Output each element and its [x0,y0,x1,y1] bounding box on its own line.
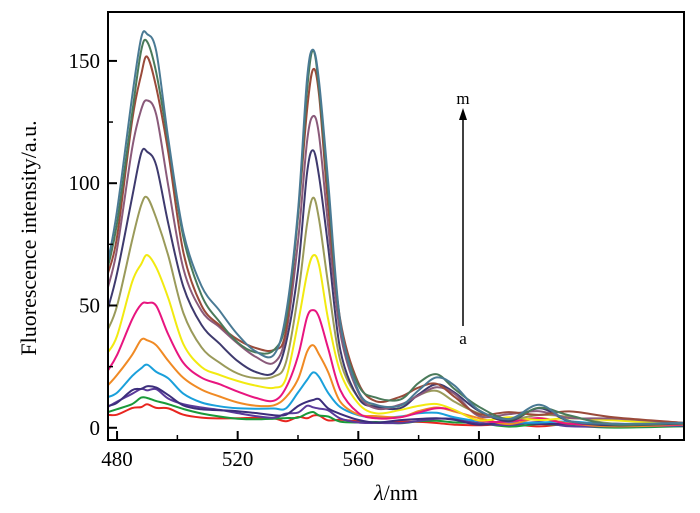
y-tick-label: 0 [90,416,101,440]
series-line-13 [107,38,685,427]
plot-frame [107,11,685,441]
y-tick-label: 50 [79,293,100,317]
axis-ticks: 480 520 560 600 0 50 100 150 [69,49,661,471]
series-line-3 [107,387,685,428]
x-axis-title-symbol: λ [373,480,384,505]
x-tick-label: 600 [463,447,495,471]
arrow-head-icon [459,108,467,120]
annotation-bottom-label: a [459,329,467,348]
series-line-4 [107,385,685,427]
annotation-top-label: m [456,89,469,108]
series-line-12 [107,55,685,424]
trend-annotation: m a [456,89,469,348]
series-group [107,30,685,429]
x-tick-label: 520 [222,447,254,471]
y-tick-label: 100 [69,171,101,195]
series-line-11 [107,99,685,424]
series-line-8 [107,253,685,426]
x-axis-title: λ/nm [373,480,418,505]
series-line-10 [107,147,685,427]
y-tick-label: 150 [69,49,101,73]
series-line-6 [107,337,685,428]
x-axis-title-unit: /nm [384,480,418,505]
x-tick-label: 480 [101,447,133,471]
y-axis-title: Fluorescence intensity/a.u. [16,120,41,355]
series-line-14 [107,30,685,425]
x-tick-label: 560 [343,447,375,471]
